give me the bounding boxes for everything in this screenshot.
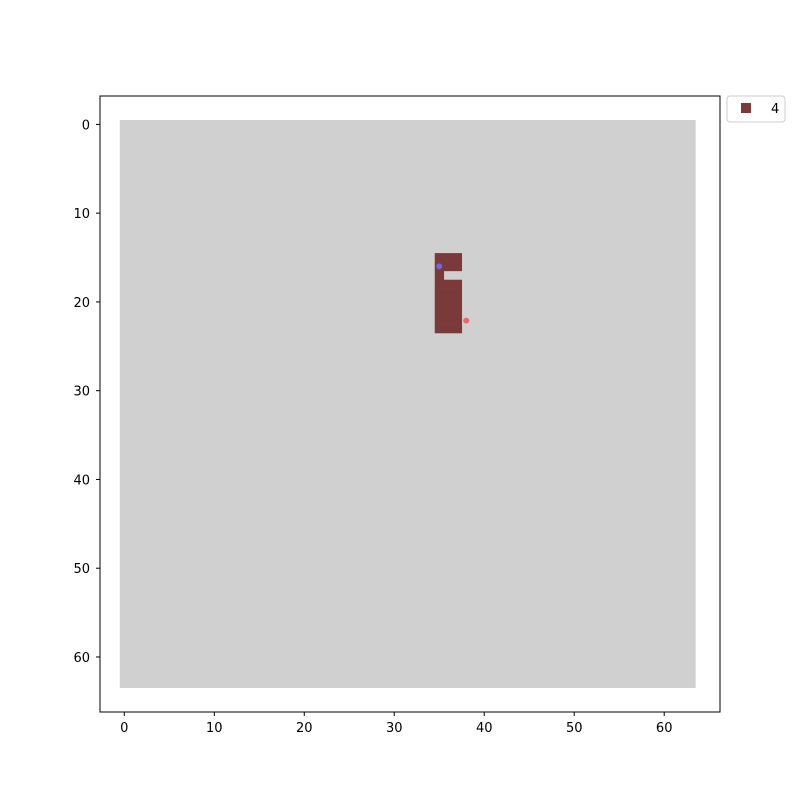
region-cell <box>452 261 463 272</box>
region-cell <box>434 324 445 334</box>
plot-area <box>119 119 696 689</box>
x-tick-label: 10 <box>206 721 223 736</box>
region-cell <box>443 324 454 334</box>
region-cell <box>452 306 463 316</box>
marker-point <box>436 263 443 270</box>
region-cell <box>443 279 454 289</box>
x-tick-label: 20 <box>296 721 313 736</box>
map-background <box>119 119 696 689</box>
region-cell <box>434 306 445 316</box>
region-cell <box>434 288 445 298</box>
y-tick-label: 30 <box>73 385 90 400</box>
region-cell <box>434 253 445 263</box>
y-tick-label: 60 <box>73 651 90 666</box>
x-tick-label: 0 <box>120 721 128 736</box>
y-tick-label: 0 <box>82 118 90 133</box>
region-cell <box>452 297 463 307</box>
x-tick-label: 40 <box>476 721 493 736</box>
marker-point <box>463 317 470 324</box>
y-axis: 0 10 20 30 40 50 60 <box>73 118 100 666</box>
region-cell <box>452 324 463 334</box>
region-cell <box>443 315 454 325</box>
region-cell <box>434 270 445 281</box>
region-cell <box>434 279 445 289</box>
region-cell <box>443 306 454 316</box>
region-cell <box>443 288 454 298</box>
region-cell <box>452 253 463 263</box>
region-cell <box>452 288 463 298</box>
x-tick-label: 50 <box>566 721 583 736</box>
x-tick-label: 60 <box>656 721 673 736</box>
region-cell <box>443 261 454 272</box>
y-tick-label: 50 <box>73 562 90 577</box>
region-cell <box>434 315 445 325</box>
legend-swatch <box>741 103 751 113</box>
x-tick-label: 30 <box>386 721 403 736</box>
region-cell <box>452 279 463 289</box>
legend-label: 4 <box>771 102 779 117</box>
legend: 4 <box>726 95 786 123</box>
x-axis: 0 10 20 30 40 50 60 <box>120 712 672 736</box>
y-tick-label: 40 <box>73 473 90 488</box>
y-tick-label: 10 <box>73 207 90 222</box>
region-cell <box>434 297 445 307</box>
legend-box <box>726 95 786 123</box>
region-cell <box>452 315 463 325</box>
y-tick-label: 20 <box>73 296 90 311</box>
axes-frame <box>99 95 721 713</box>
region-cell <box>443 253 454 263</box>
region-cell <box>443 297 454 307</box>
